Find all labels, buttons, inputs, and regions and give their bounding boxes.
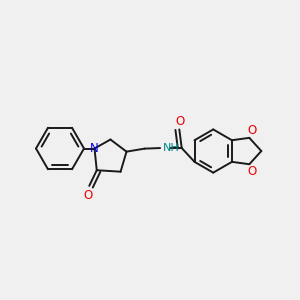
Text: O: O bbox=[247, 165, 256, 178]
Text: NH: NH bbox=[163, 143, 180, 153]
Text: O: O bbox=[176, 115, 185, 128]
Text: O: O bbox=[83, 189, 93, 202]
Text: N: N bbox=[90, 142, 99, 155]
Text: O: O bbox=[247, 124, 256, 137]
